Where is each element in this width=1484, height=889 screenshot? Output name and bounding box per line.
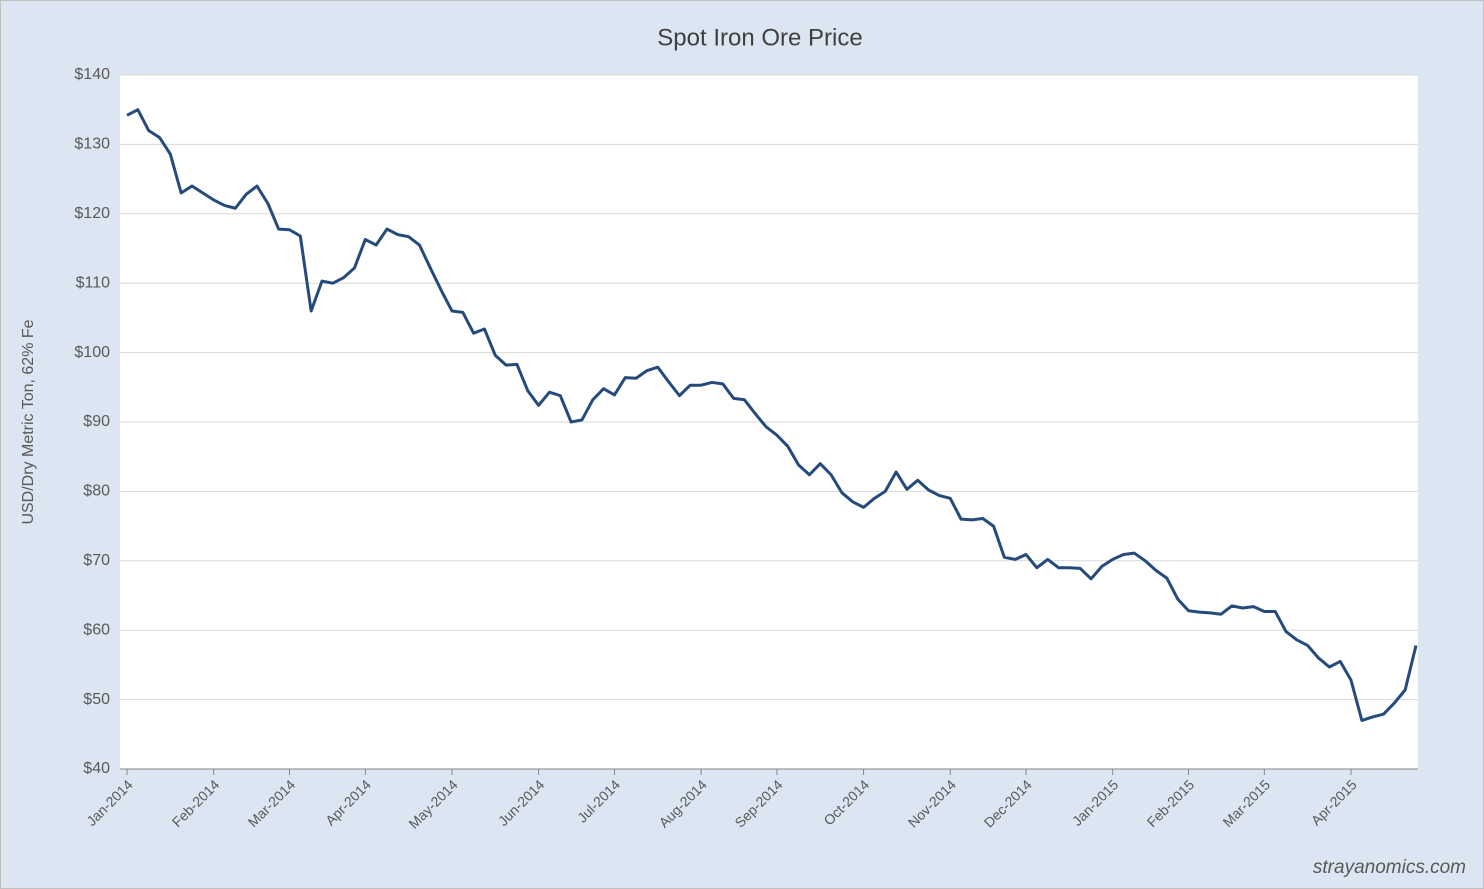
y-tick-label: $100 [74,344,110,361]
y-tick-label: $40 [83,760,110,777]
y-axis-label: USD/Dry Metric Ton, 62% Fe [20,319,37,524]
y-tick-label: $110 [76,274,111,291]
y-tick-label: $60 [83,621,110,638]
y-tick-label: $50 [83,691,110,708]
price-line [126,108,1418,722]
y-tick-label: $80 [83,483,110,500]
y-tick-label: $120 [74,205,110,222]
chart-title: Spot Iron Ore Price [657,24,862,51]
y-tick-label: $130 [74,136,110,153]
watermark: strayanomics.com [1313,857,1466,878]
y-tick-label: $70 [83,552,110,569]
y-tick-label: $90 [83,413,110,430]
y-tick-label: $140 [74,66,110,83]
